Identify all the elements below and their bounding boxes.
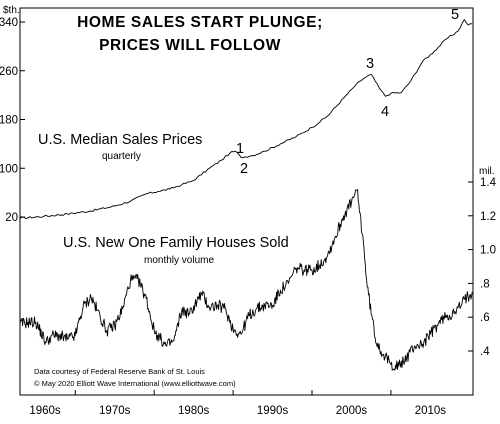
- right-axis-unit: mil.: [479, 166, 495, 177]
- wave-label-5: 5: [451, 7, 459, 23]
- left-tick-label: 100: [0, 163, 18, 175]
- wave-label-1: 1: [236, 141, 244, 157]
- right-axis: 1.4 1.2 1.0 .8 .6 .4: [468, 177, 497, 358]
- left-tick-label: 340: [0, 17, 18, 29]
- credit-line-1: Data courtesy of Federal Reserve Bank of…: [34, 367, 205, 376]
- left-tick-label: 180: [0, 115, 18, 127]
- x-tick-label: 1960s: [29, 405, 61, 417]
- series-label-sales: U.S. New One Family Houses Sold: [63, 235, 289, 251]
- right-tick-label: 1.4: [480, 177, 497, 189]
- wave-label-3: 3: [366, 56, 374, 72]
- x-tick-label: 1990s: [257, 405, 289, 417]
- chart-title-line-2: PRICES WILL FOLLOW: [99, 37, 281, 54]
- x-tick-label: 2010s: [415, 405, 447, 417]
- series-subtitle-sales: monthly volume: [144, 255, 214, 266]
- chart-title-line-1: HOME SALES START PLUNGE;: [77, 14, 323, 31]
- left-axis: 340 260 180 100 20: [0, 17, 25, 224]
- right-tick-label: 1.2: [480, 211, 496, 223]
- plot-frame: [19, 7, 474, 396]
- right-tick-label: 1.0: [480, 245, 496, 257]
- wave-label-2: 2: [240, 161, 248, 177]
- series-label-prices: U.S. Median Sales Prices: [38, 132, 202, 148]
- x-tick-label: 1970s: [99, 405, 131, 417]
- wave-label-4: 4: [381, 104, 389, 120]
- right-tick-label: .8: [480, 278, 490, 290]
- series-line-median-prices: [19, 19, 473, 220]
- right-tick-label: .4: [480, 346, 490, 358]
- right-tick-label: .6: [480, 312, 490, 324]
- series-line-houses-sold: [19, 189, 473, 371]
- x-axis: 1960s 1970s 1980s 1990s 2000s 2010s: [29, 390, 446, 417]
- series-subtitle-prices: quarterly: [102, 151, 141, 162]
- left-tick-label: 20: [5, 212, 18, 224]
- x-tick-label: 2000s: [336, 405, 368, 417]
- series-layer: [19, 19, 473, 371]
- x-tick-label: 1980s: [178, 405, 210, 417]
- left-tick-label: 260: [0, 66, 18, 78]
- left-axis-unit: $th.: [3, 5, 20, 16]
- credit-line-2: © May 2020 Elliott Wave International (w…: [34, 379, 236, 388]
